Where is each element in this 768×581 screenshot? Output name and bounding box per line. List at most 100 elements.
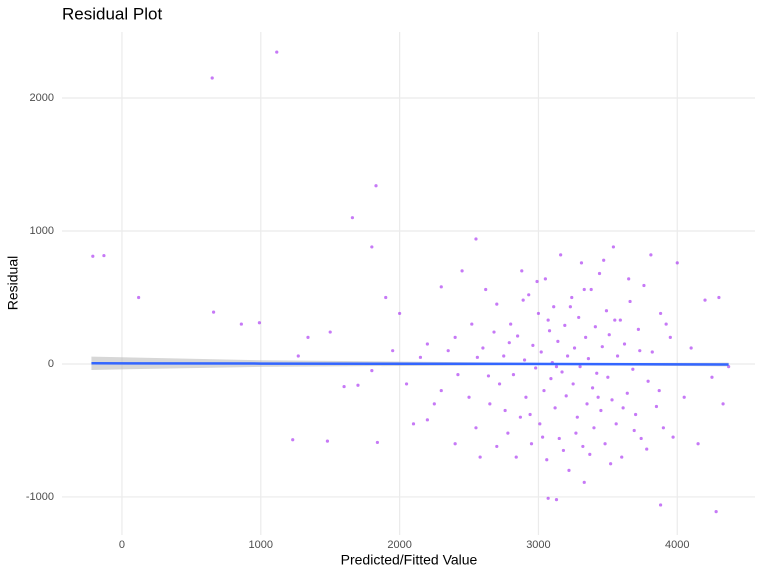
point [631,367,635,371]
point [664,322,668,326]
point [528,412,532,417]
point [398,311,402,316]
point [495,444,499,449]
point [536,311,541,316]
point [654,404,659,409]
point [474,426,478,430]
x-tick-label: 4000 [665,539,689,551]
point [584,335,588,339]
point [522,358,527,362]
point [503,408,507,413]
point [661,426,665,430]
point [325,439,330,443]
point [568,305,572,309]
point [582,287,586,292]
point [620,455,624,459]
point [502,354,506,358]
point [611,245,616,249]
point [560,370,564,374]
point [328,330,332,334]
point [570,295,574,300]
chart-title: Residual Plot [62,4,162,23]
point [577,315,581,320]
point [391,349,395,353]
point [675,261,679,265]
point [599,408,603,413]
point [516,334,520,338]
point [565,354,570,358]
point [563,323,567,327]
point [710,375,714,379]
point [492,330,496,334]
point [593,325,597,329]
point [542,388,546,393]
point [606,375,610,379]
point [543,277,547,281]
point [275,50,279,54]
point [453,335,457,339]
point [529,442,534,446]
point [453,442,457,446]
point [604,309,609,313]
y-tick-label: 2000 [30,92,54,104]
x-tick-label: 3000 [526,539,550,551]
point [370,245,374,249]
point [478,455,482,459]
point [659,503,663,507]
point [554,365,559,369]
point [467,395,471,399]
x-tick-label: 2000 [387,539,411,551]
point [375,440,380,445]
point [552,305,556,309]
point [638,349,642,353]
point [622,342,627,346]
point [556,339,560,343]
point [595,371,599,375]
point [636,327,640,331]
point [696,442,700,446]
point [621,406,625,410]
point [590,386,595,390]
point [564,394,568,398]
point [102,253,106,258]
point [721,402,725,406]
point [582,480,586,484]
point [460,269,464,273]
point [211,310,216,314]
point [682,395,686,399]
point [597,271,602,276]
point [514,455,518,459]
point [646,379,650,383]
point [374,184,378,188]
point [484,287,488,292]
point [607,333,611,337]
point [581,444,585,449]
point [507,341,511,345]
point [239,322,243,326]
point [541,435,545,439]
point [527,293,531,297]
point [578,365,582,369]
point [432,402,436,406]
y-axis-label: Residual [5,256,21,310]
point [404,382,409,386]
point [575,415,579,419]
point [559,253,563,257]
point [425,342,429,346]
point [418,355,423,359]
point [639,436,643,441]
y-tick-label: -1000 [26,491,54,503]
point [642,283,646,288]
point [649,253,653,257]
point [668,335,672,339]
point [506,431,510,435]
point [356,383,360,387]
point [91,254,95,258]
point [618,318,622,322]
point [613,318,617,322]
point [425,418,429,422]
point [470,322,474,326]
point [535,279,539,284]
